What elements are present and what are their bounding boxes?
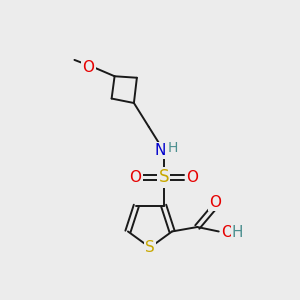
Text: H: H	[168, 141, 178, 154]
Text: O: O	[221, 226, 233, 241]
Text: H: H	[231, 226, 243, 241]
Text: S: S	[158, 168, 169, 186]
Text: N: N	[155, 143, 166, 158]
Text: O: O	[186, 170, 198, 185]
Text: S: S	[145, 240, 155, 255]
Text: O: O	[209, 195, 221, 210]
Text: O: O	[129, 170, 141, 185]
Text: O: O	[82, 60, 94, 75]
